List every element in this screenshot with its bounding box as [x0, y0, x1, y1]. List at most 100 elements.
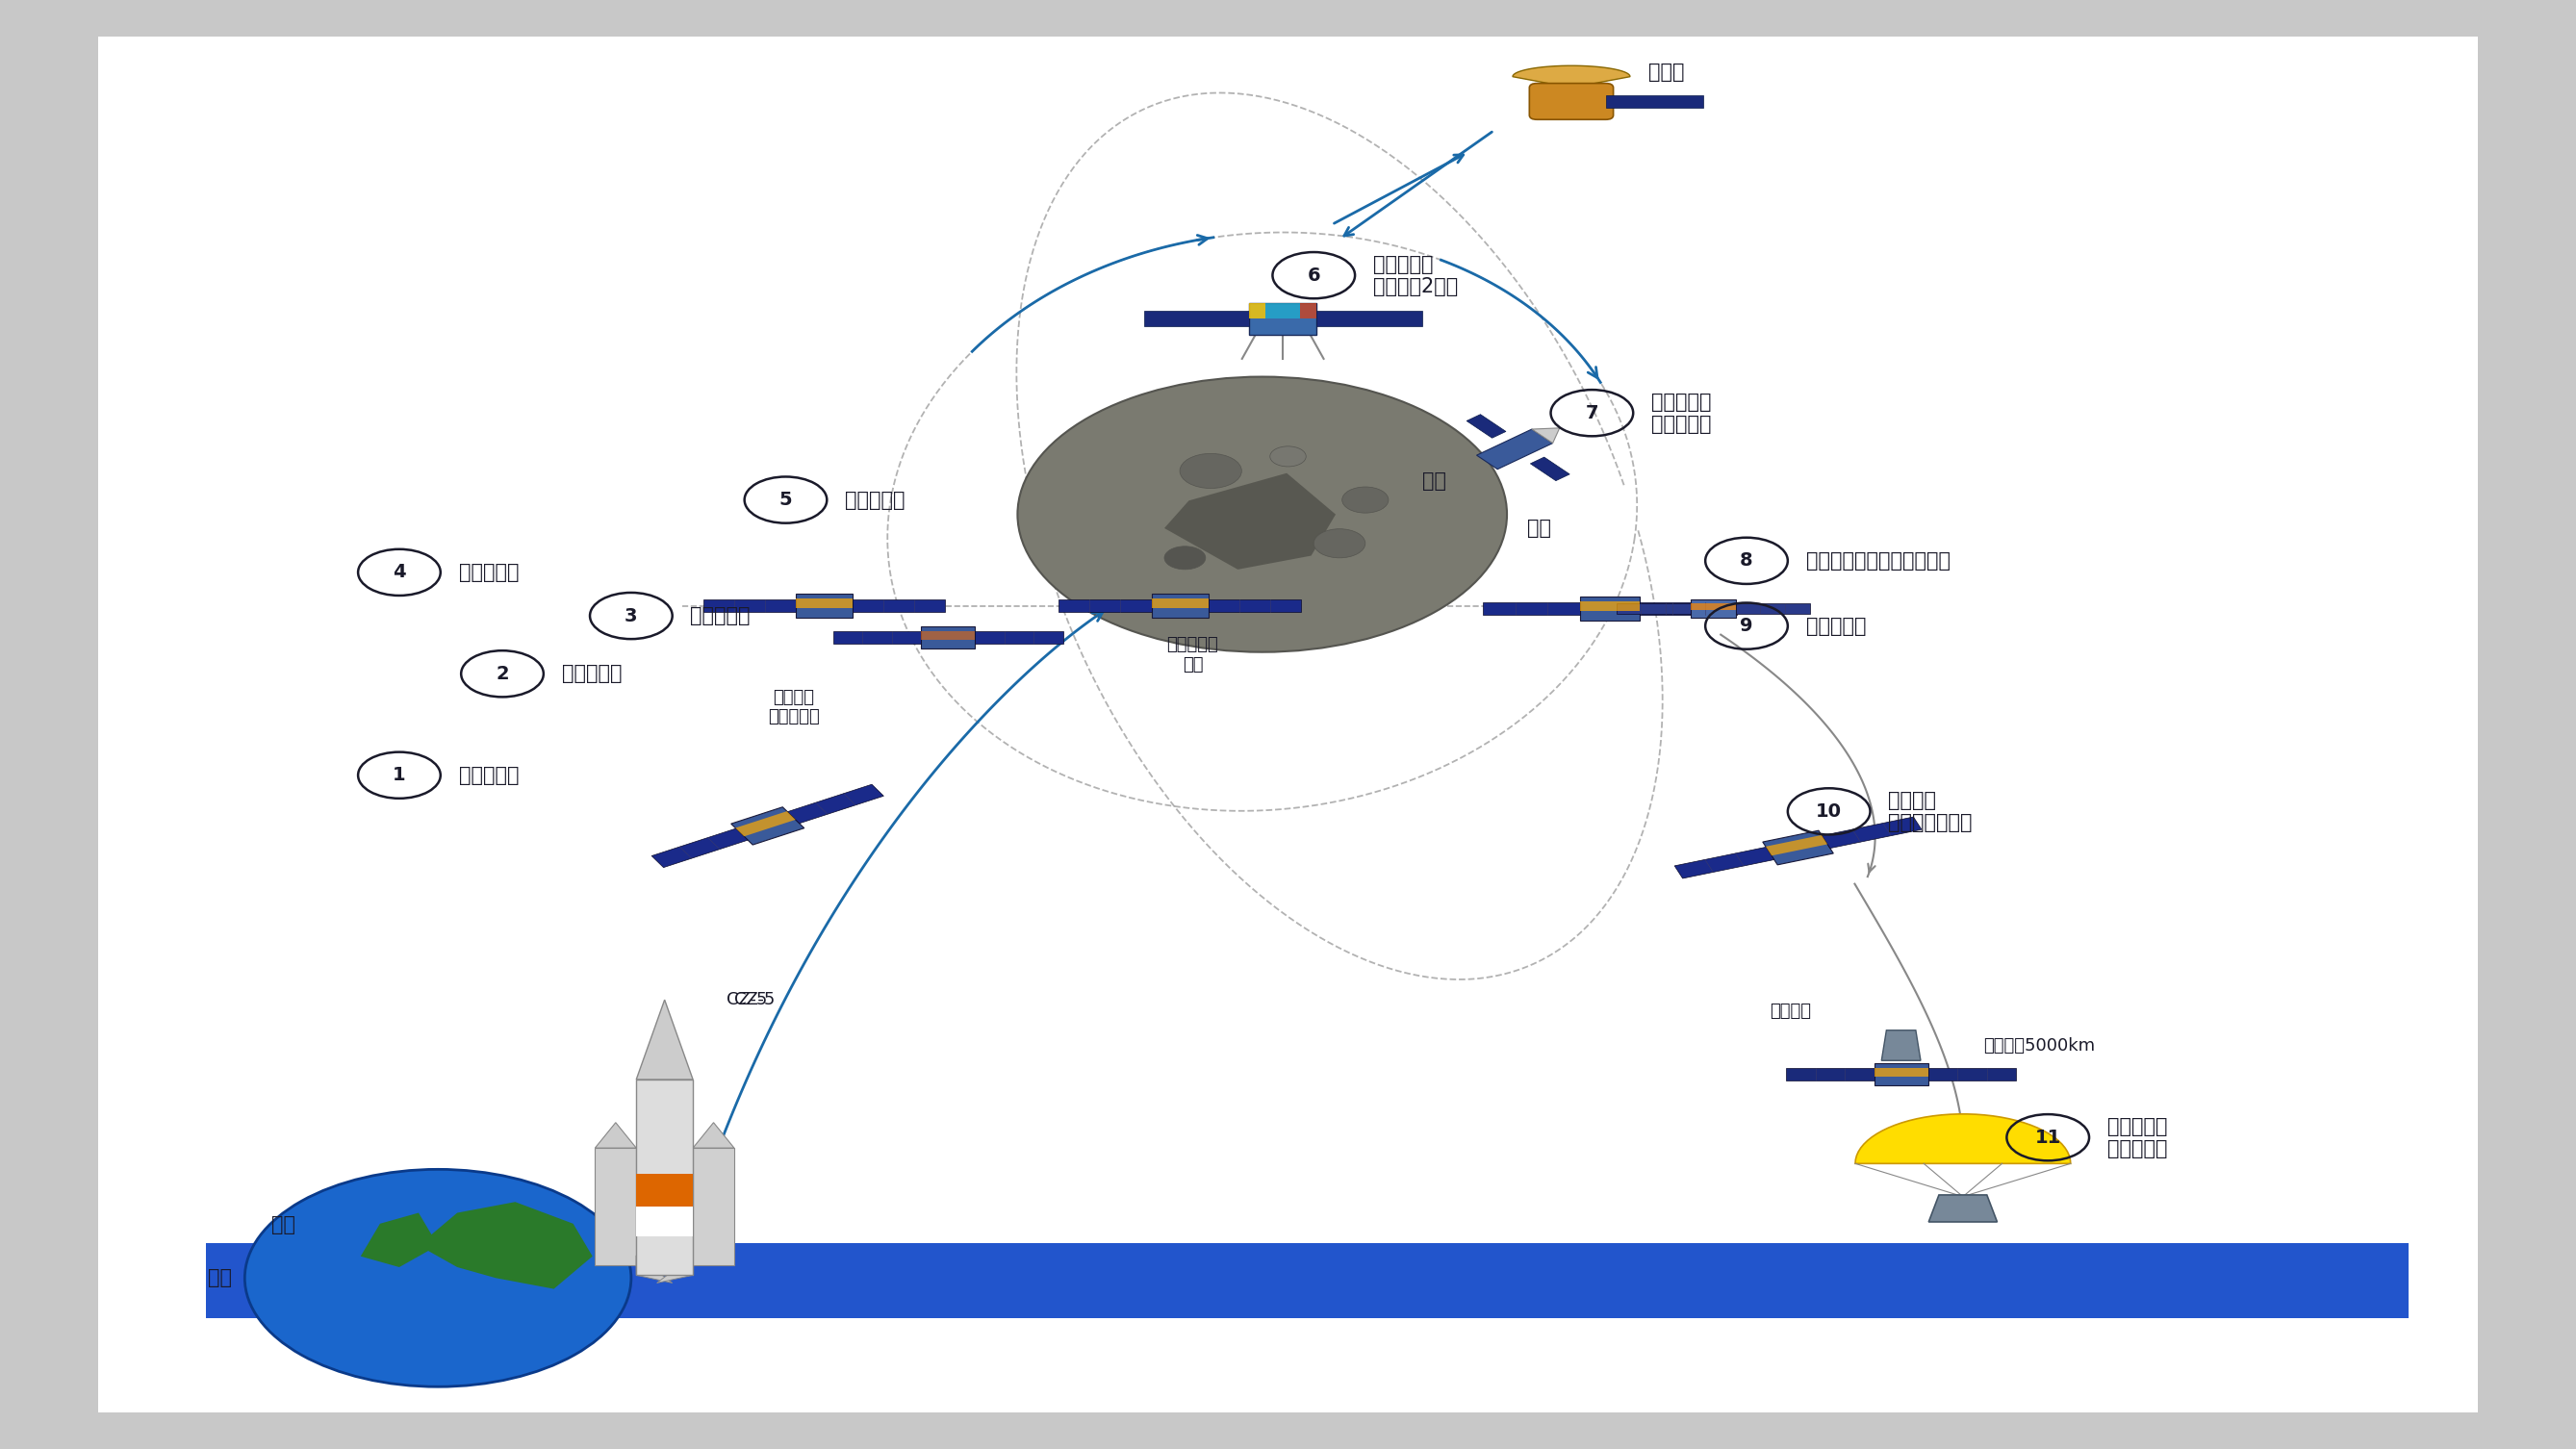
Text: 近月制动段: 近月制动段: [690, 606, 750, 626]
Text: 月球: 月球: [1528, 519, 1551, 538]
Text: 着陆器携
上升器分离: 着陆器携 上升器分离: [768, 688, 819, 726]
FancyBboxPatch shape: [1530, 83, 1613, 120]
Text: 月球: 月球: [1422, 471, 1445, 491]
Polygon shape: [1466, 414, 1507, 438]
Polygon shape: [1265, 303, 1301, 319]
Polygon shape: [1151, 594, 1208, 617]
Polygon shape: [1690, 600, 1736, 617]
Text: 3: 3: [623, 607, 639, 625]
Text: 轨返分离: 轨返分离: [1770, 1003, 1811, 1020]
Text: 5: 5: [778, 491, 793, 509]
Polygon shape: [595, 1148, 636, 1265]
Polygon shape: [1208, 600, 1301, 611]
Circle shape: [245, 1169, 631, 1387]
Polygon shape: [657, 1255, 693, 1274]
Text: 月地转移
（轨返组合体）: 月地转移 （轨返组合体）: [1888, 791, 1973, 832]
Polygon shape: [1579, 597, 1641, 620]
Polygon shape: [922, 626, 974, 649]
Text: 轨返组合体
留轨: 轨返组合体 留轨: [1167, 636, 1218, 674]
Text: 8: 8: [1739, 552, 1754, 569]
Polygon shape: [1875, 1068, 1927, 1077]
Polygon shape: [1059, 600, 1151, 611]
Polygon shape: [703, 600, 796, 611]
Text: 10: 10: [1816, 803, 1842, 820]
Text: 交会对接段（样品转移段）: 交会对接段（样品转移段）: [1806, 551, 1950, 571]
Polygon shape: [1316, 312, 1422, 326]
Text: 环月飞行段: 环月飞行段: [459, 562, 518, 582]
Text: 分离高度5000km: 分离高度5000km: [1984, 1037, 2094, 1055]
Polygon shape: [1484, 601, 1579, 616]
Polygon shape: [1144, 312, 1249, 326]
Polygon shape: [1765, 835, 1826, 856]
Text: 6: 6: [1306, 267, 1321, 284]
Text: 月面上升段
（上升器）: 月面上升段 （上升器）: [1651, 393, 1710, 433]
Polygon shape: [636, 1080, 693, 1275]
Polygon shape: [1579, 601, 1641, 611]
Text: 地球: 地球: [209, 1268, 232, 1288]
Circle shape: [1342, 487, 1388, 513]
Polygon shape: [636, 1000, 693, 1080]
Polygon shape: [693, 1123, 734, 1148]
Text: 11: 11: [2035, 1129, 2061, 1146]
Polygon shape: [1476, 429, 1553, 469]
Polygon shape: [1875, 1064, 1927, 1085]
Polygon shape: [1927, 1068, 2017, 1081]
Polygon shape: [1249, 303, 1316, 335]
Text: 2: 2: [495, 665, 510, 682]
Polygon shape: [796, 594, 853, 617]
Polygon shape: [1530, 456, 1569, 481]
Polygon shape: [853, 600, 945, 611]
Text: 中继星: 中继星: [1649, 62, 1685, 83]
Polygon shape: [1151, 598, 1208, 609]
Polygon shape: [1855, 1114, 2071, 1164]
Polygon shape: [1641, 601, 1736, 616]
Polygon shape: [1880, 1030, 1922, 1061]
Text: 9: 9: [1739, 617, 1754, 635]
Text: CZ-5: CZ-5: [734, 991, 775, 1009]
Polygon shape: [1164, 474, 1334, 569]
Polygon shape: [732, 807, 804, 845]
Text: 1: 1: [392, 767, 407, 784]
Text: 地球: 地球: [270, 1214, 296, 1235]
Text: 再入回收段
（返回器）: 再入回收段 （返回器）: [2107, 1117, 2166, 1158]
Polygon shape: [1690, 603, 1736, 610]
Polygon shape: [636, 1255, 672, 1274]
Polygon shape: [922, 630, 974, 640]
Polygon shape: [974, 632, 1064, 643]
Polygon shape: [1533, 427, 1558, 443]
Polygon shape: [1736, 603, 1811, 614]
Polygon shape: [734, 811, 796, 836]
Polygon shape: [657, 1255, 693, 1282]
Polygon shape: [1785, 1068, 1875, 1081]
Circle shape: [1180, 454, 1242, 488]
Text: 地月转移段: 地月转移段: [562, 664, 621, 684]
Polygon shape: [832, 632, 922, 643]
Polygon shape: [636, 1207, 693, 1236]
Text: 7: 7: [1584, 404, 1600, 422]
Polygon shape: [1615, 603, 1690, 614]
Polygon shape: [788, 784, 884, 823]
Text: 环月等待段: 环月等待段: [1806, 616, 1865, 636]
Circle shape: [1164, 546, 1206, 569]
Polygon shape: [1821, 817, 1922, 848]
Bar: [206, 1243, 2409, 1319]
Polygon shape: [636, 1255, 672, 1282]
Text: 着陆下降段: 着陆下降段: [845, 490, 904, 510]
Polygon shape: [1762, 830, 1834, 865]
Text: 运载发射段: 运载发射段: [459, 765, 518, 785]
Circle shape: [1270, 446, 1306, 467]
Polygon shape: [796, 598, 853, 609]
Polygon shape: [693, 1148, 734, 1265]
Polygon shape: [1512, 65, 1631, 88]
Text: 月面工作段
（不大于2天）: 月面工作段 （不大于2天）: [1373, 255, 1458, 296]
Polygon shape: [652, 829, 747, 868]
Text: 4: 4: [392, 564, 407, 581]
Polygon shape: [1249, 303, 1265, 319]
Polygon shape: [1674, 848, 1775, 878]
Polygon shape: [1605, 96, 1703, 107]
Polygon shape: [417, 1203, 592, 1290]
Polygon shape: [636, 1174, 693, 1207]
Polygon shape: [1301, 303, 1316, 319]
Polygon shape: [595, 1123, 636, 1148]
Circle shape: [1314, 529, 1365, 558]
